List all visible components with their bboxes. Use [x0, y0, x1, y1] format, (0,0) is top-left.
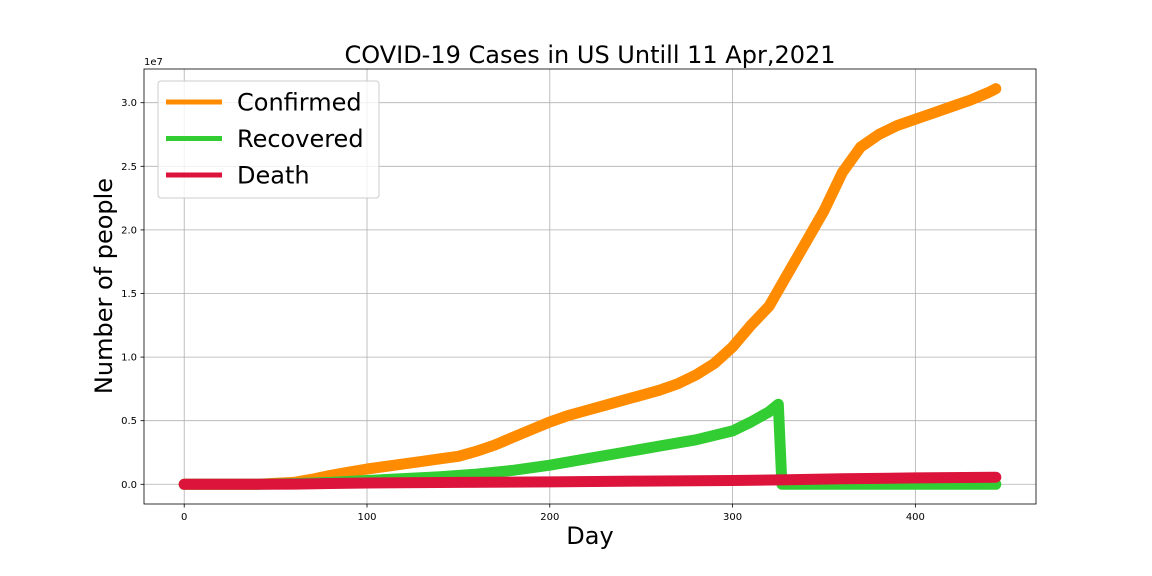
y-axis-label: Number of people — [90, 178, 118, 394]
y-tick-label: 2.5 — [121, 162, 137, 173]
series-line-death — [178, 471, 1002, 490]
legend-label-death: Death — [237, 162, 310, 190]
grid — [144, 69, 1036, 504]
y-tick-label: 0.5 — [121, 416, 137, 427]
y-tick-label: 3.0 — [121, 98, 137, 109]
x-tick-label: 100 — [357, 512, 376, 523]
ticks: 0 100 200 300 400 0.0 0.5 1.0 1.5 2.0 2.5 3.0 — [121, 98, 925, 523]
series-layer — [178, 83, 1002, 490]
legend-box — [157, 80, 380, 199]
plot-frame — [143, 68, 1037, 505]
legend-items: Confirmed Recovered Death — [166, 89, 364, 190]
y-tick-label: 1.0 — [121, 353, 137, 364]
y-tick-label: 2.0 — [121, 225, 137, 236]
x-tick-label: 400 — [906, 512, 925, 523]
legend-label-recovered: Recovered — [237, 125, 364, 153]
series-line-confirmed — [178, 83, 1002, 490]
y-offset-label: 1e7 — [144, 57, 163, 68]
x-tick-label: 200 — [540, 512, 559, 523]
x-axis-label: Day — [566, 522, 613, 550]
legend: Confirmed Recovered Death — [157, 80, 380, 199]
y-tick-label: 1.5 — [121, 289, 137, 300]
x-tick-label: 0 — [181, 512, 187, 523]
legend-label-confirmed: Confirmed — [237, 89, 362, 117]
chart-title: COVID-19 Cases in US Untill 11 Apr,2021 — [344, 41, 835, 69]
y-tick-label: 0.0 — [121, 480, 137, 491]
x-tick-label: 300 — [723, 512, 742, 523]
